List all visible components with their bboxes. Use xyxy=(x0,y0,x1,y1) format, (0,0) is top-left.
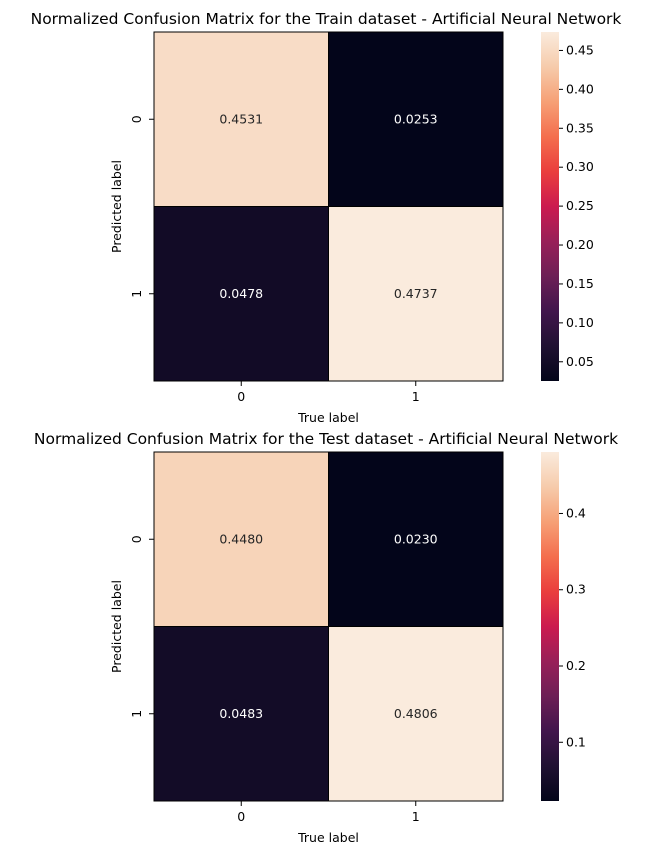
heatmap-cell-r0-c1 xyxy=(328,452,503,627)
colorbar-tick-label: 0.25 xyxy=(566,198,594,213)
heatmap-cell-r1-c0 xyxy=(154,626,329,801)
colorbar-tick-label: 0.10 xyxy=(566,315,594,330)
heatmap-test: Normalized Confusion Matrix for the Test… xyxy=(34,430,618,845)
heatmap-cell-r1-c0 xyxy=(154,206,329,381)
y-tick-label: 0 xyxy=(129,115,144,123)
colorbar-tick-label: 0.20 xyxy=(566,237,594,252)
x-tick-label: 0 xyxy=(237,809,245,824)
x-tick-label: 1 xyxy=(412,389,420,404)
x-axis-label: True label xyxy=(297,830,359,845)
cell-label: 0.0483 xyxy=(219,706,263,721)
colorbar-tick-label: 0.45 xyxy=(566,42,594,57)
x-tick-label: 0 xyxy=(237,389,245,404)
x-tick-label: 1 xyxy=(412,809,420,824)
y-tick-label: 0 xyxy=(129,535,144,543)
heatmap-train: Normalized Confusion Matrix for the Trai… xyxy=(31,10,622,425)
colorbar-tick-label: 0.15 xyxy=(566,276,594,291)
colorbar-tick-label: 0.4 xyxy=(566,505,586,520)
y-tick-label: 1 xyxy=(129,290,144,298)
cell-label: 0.4806 xyxy=(394,706,438,721)
colorbar-tick-label: 0.30 xyxy=(566,159,594,174)
chart-title: Normalized Confusion Matrix for the Trai… xyxy=(31,10,622,28)
colorbar-tick-label: 0.1 xyxy=(566,734,586,749)
heatmap-cell-r0-c0 xyxy=(154,452,329,627)
heatmap-frame xyxy=(153,451,504,802)
colorbar xyxy=(541,452,559,801)
heatmap-cell-r1-c1 xyxy=(328,626,503,801)
y-tick-label: 1 xyxy=(129,710,144,718)
cell-label: 0.0230 xyxy=(394,531,438,546)
x-axis-label: True label xyxy=(297,410,359,425)
y-axis-label: Predicted label xyxy=(109,580,124,673)
cell-label: 0.0253 xyxy=(394,111,438,126)
cell-label: 0.0478 xyxy=(219,286,263,301)
colorbar-tick-label: 0.40 xyxy=(566,81,594,96)
cell-label: 0.4480 xyxy=(219,531,263,546)
colorbar xyxy=(541,32,559,381)
colorbar-tick-label: 0.05 xyxy=(566,354,594,369)
y-axis-label: Predicted label xyxy=(109,160,124,253)
heatmap-frame xyxy=(153,31,504,382)
chart-title: Normalized Confusion Matrix for the Test… xyxy=(34,430,618,448)
colorbar-tick-label: 0.35 xyxy=(566,120,594,135)
cell-label: 0.4531 xyxy=(219,111,263,126)
heatmap-cell-r0-c0 xyxy=(154,32,329,207)
colorbar-tick-label: 0.3 xyxy=(566,582,586,597)
cell-label: 0.4737 xyxy=(394,286,438,301)
heatmap-cell-r0-c1 xyxy=(328,32,503,207)
heatmap-cell-r1-c1 xyxy=(328,206,503,381)
colorbar-tick-label: 0.2 xyxy=(566,658,586,673)
